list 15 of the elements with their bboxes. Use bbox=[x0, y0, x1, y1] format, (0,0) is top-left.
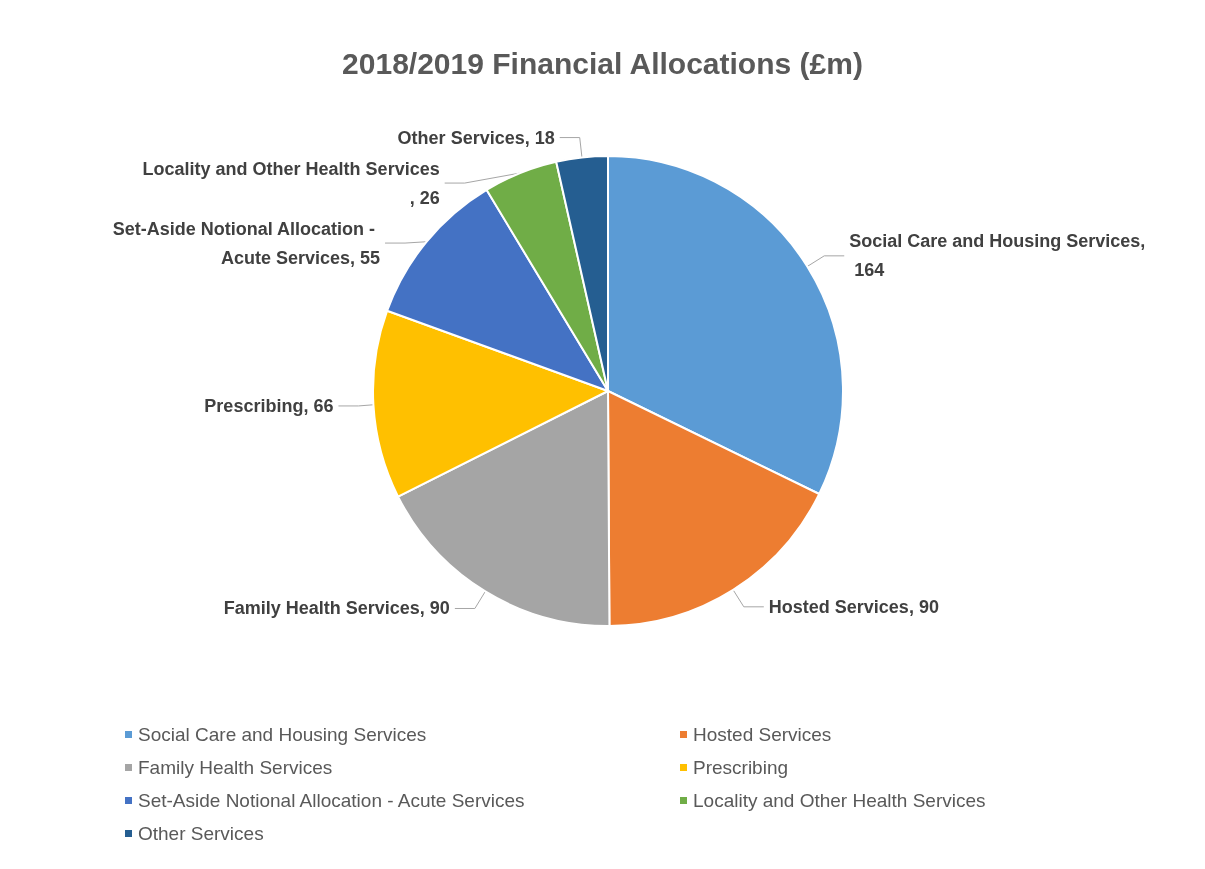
legend-label: Hosted Services bbox=[693, 724, 832, 745]
legend-label: Prescribing bbox=[693, 757, 789, 778]
data-label: Other Services, 18 bbox=[397, 127, 555, 148]
data-label: Locality and Other Health Services, 26 bbox=[142, 158, 440, 208]
data-label: Family Health Services, 90 bbox=[223, 598, 450, 619]
data-label: Social Care and Housing Services, 164 bbox=[849, 231, 1146, 281]
data-label: Set-Aside Notional Allocation - Acute Services, 55 bbox=[112, 218, 381, 268]
legend-label: Family Health Services bbox=[138, 757, 333, 778]
legend-label: Other Services bbox=[138, 823, 264, 844]
legend-label: Locality and Other Health Services bbox=[693, 790, 986, 811]
legend-label: Social Care and Housing Services bbox=[138, 724, 427, 745]
data-label: Prescribing, 66 bbox=[204, 395, 334, 416]
legend-label: Set-Aside Notional Allocation - Acute Services bbox=[138, 790, 525, 811]
chart-title: 2018/2019 Financial Allocations (£m) bbox=[342, 46, 863, 80]
data-label: Hosted Services, 90 bbox=[768, 596, 939, 617]
